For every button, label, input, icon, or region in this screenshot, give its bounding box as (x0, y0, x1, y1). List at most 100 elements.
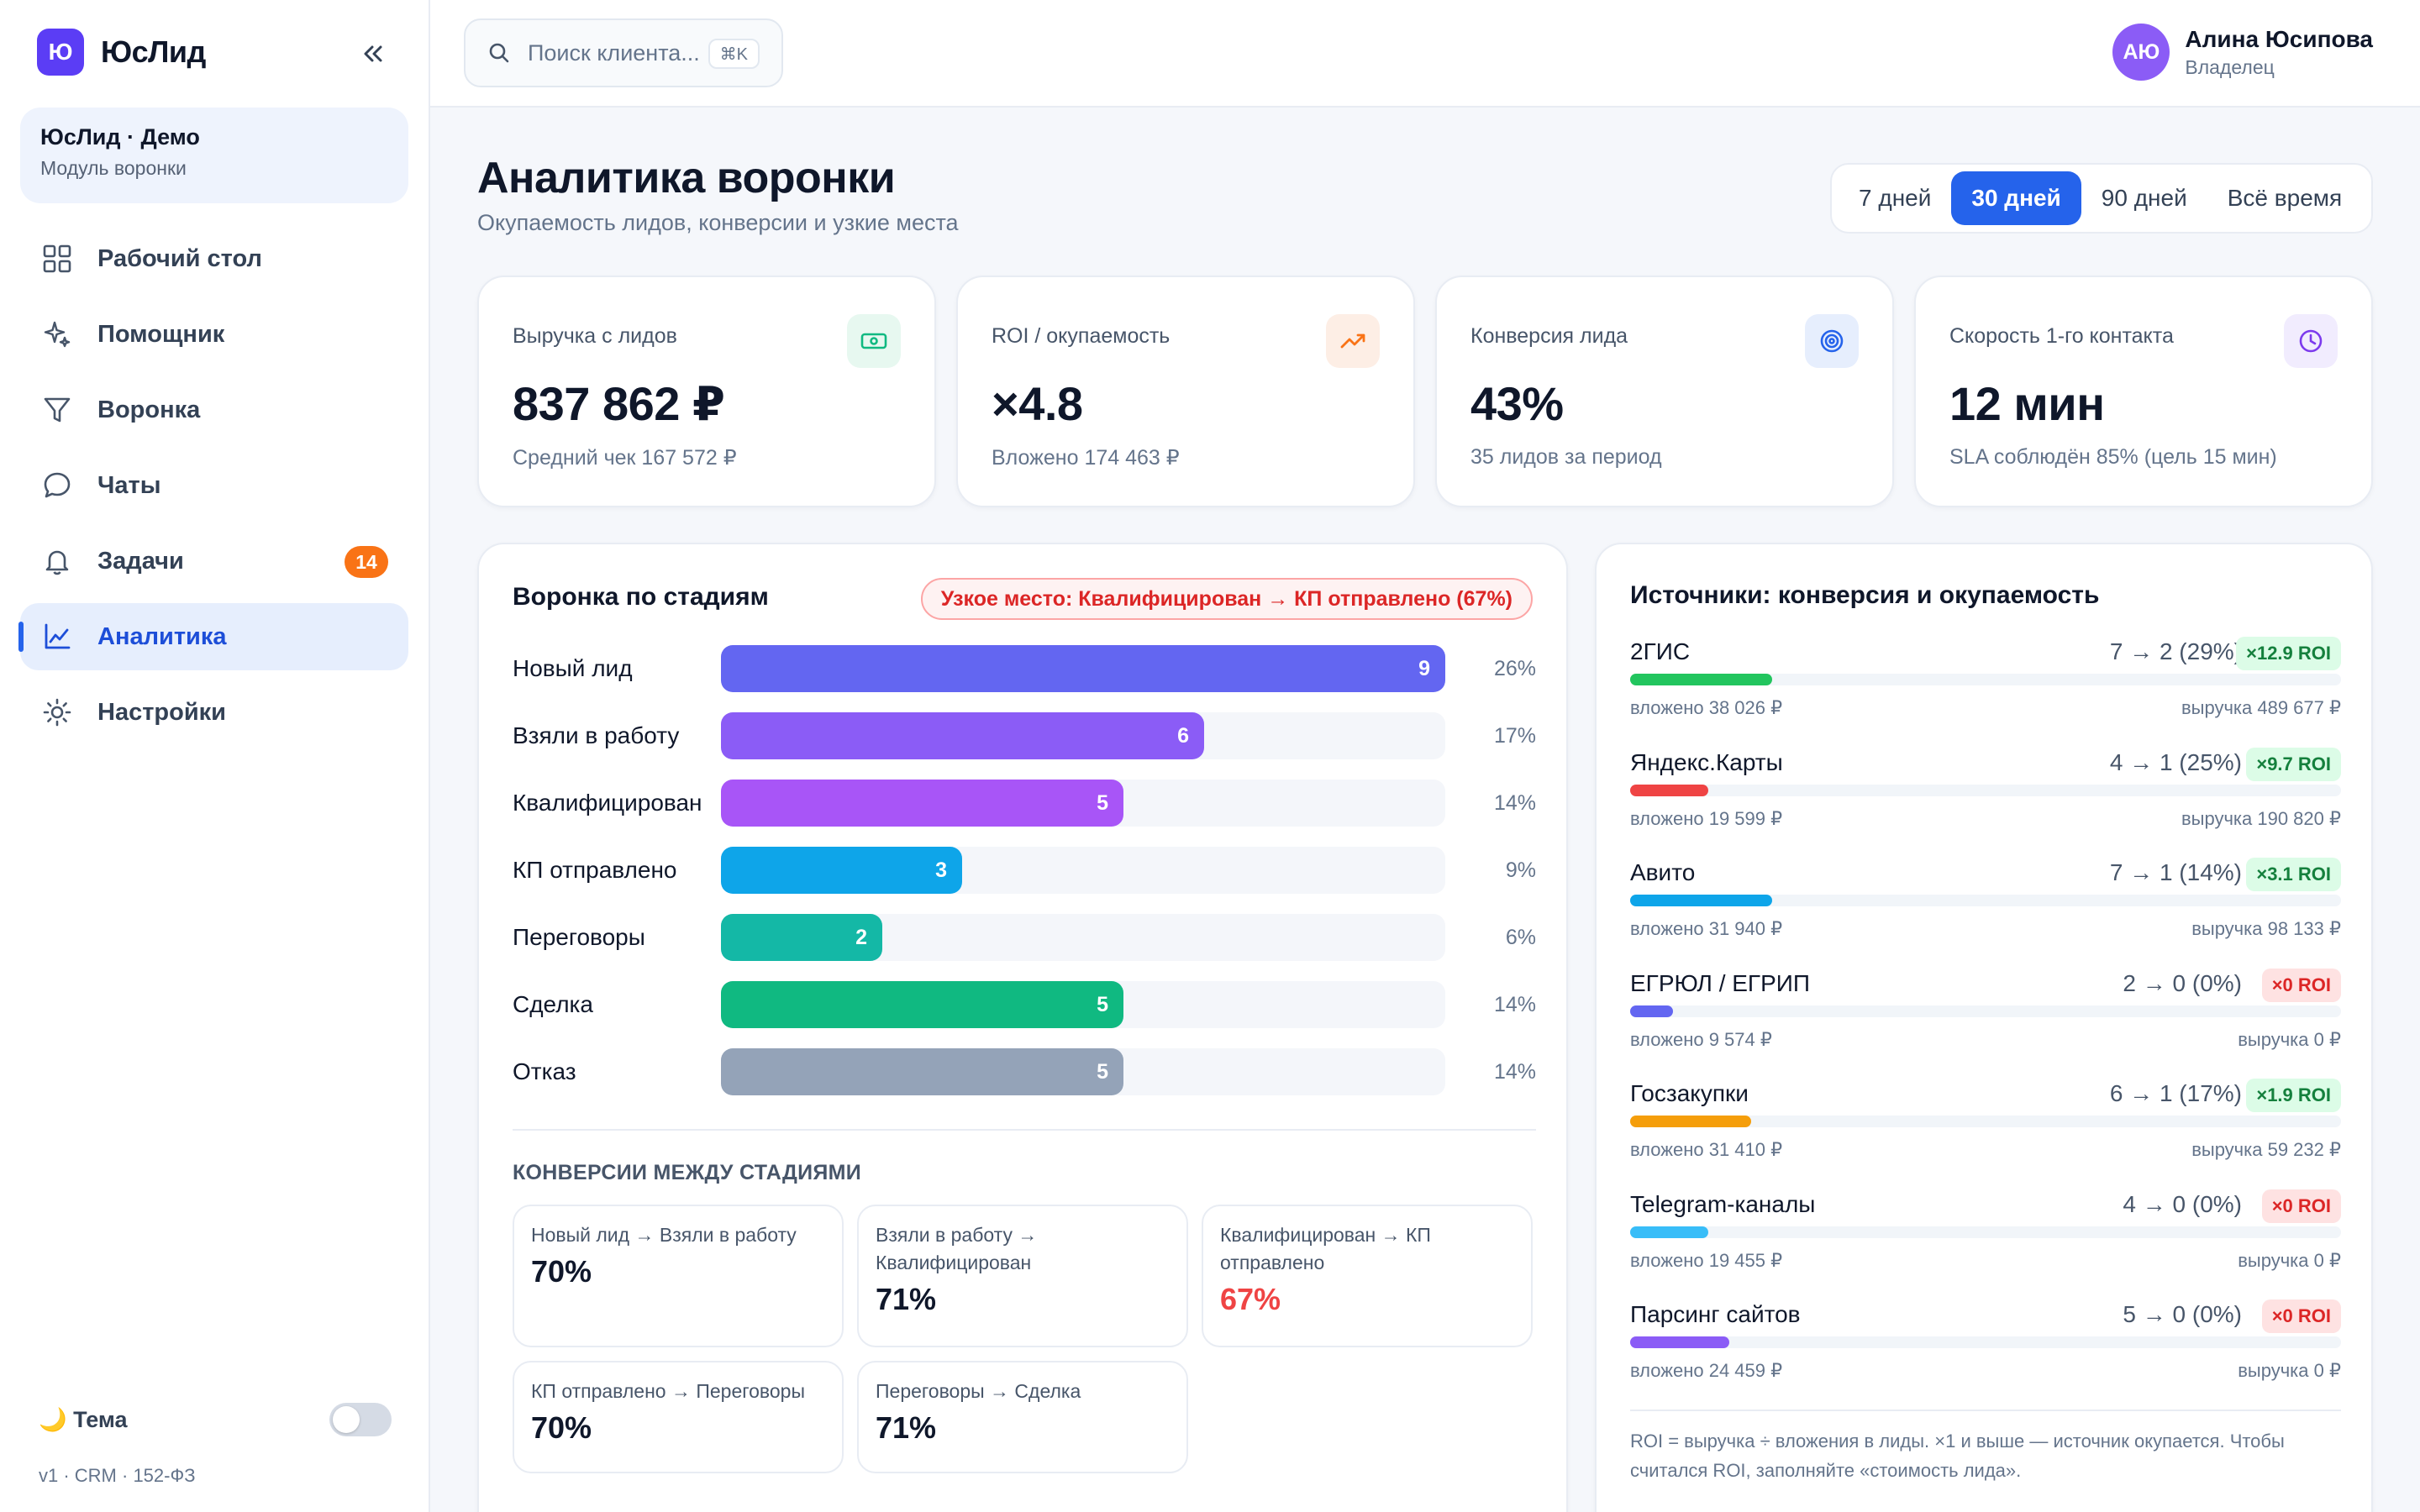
stage-name: КП отправлено (513, 857, 677, 883)
workspace-name: ЮсЛид · Демо (40, 124, 200, 150)
conversion-label: Взяли в работу → Квалифицирован (876, 1224, 1038, 1273)
sidebar-item-label: Чаты (97, 471, 161, 499)
sidebar: Ю ЮсЛид ЮсЛид · Демо Модуль воронки Рабо… (0, 0, 430, 1512)
bottleneck-badge: Узкое место: Квалифицирован → КП отправл… (920, 578, 1533, 620)
stage-name: Переговоры (513, 924, 645, 950)
kpi-subtext: Вложено 174 463 ₽ (992, 446, 1180, 470)
stage-bar-track: 5 (721, 780, 1445, 827)
kpi-card-conversion: Конверсия лида 43% 35 лидов за период (1435, 276, 1894, 507)
conversion-value: 67% (1220, 1282, 1281, 1316)
source-revenue: выручка 0 ₽ (2238, 1249, 2341, 1271)
sidebar-item-funnel[interactable]: Воронка (20, 376, 408, 444)
brand-logo: Ю (37, 29, 84, 76)
divider (513, 1129, 1536, 1131)
sidebar-item-assistant[interactable]: Помощник (20, 301, 408, 368)
funnel-stage-row[interactable]: Взяли в работу 6 17% (513, 712, 1536, 759)
sidebar-item-chats[interactable]: Чаты (20, 452, 408, 519)
kpi-label: ROI / окупаемость (992, 324, 1171, 348)
sidebar-item-settings[interactable]: Настройки (20, 679, 408, 746)
period-30-days-button[interactable]: 30 дней (1951, 171, 2081, 225)
sidebar-item-dashboard[interactable]: Рабочий стол (20, 225, 408, 292)
source-revenue: выручка 489 677 ₽ (2181, 697, 2341, 718)
conversion-label: Квалифицирован → КП отправлено (1220, 1224, 1431, 1273)
source-revenue: выручка 0 ₽ (2238, 1028, 2341, 1050)
page-subtitle: Окупаемость лидов, конверсии и узкие мес… (477, 210, 959, 235)
funnel-stage-row[interactable]: Отказ 5 14% (513, 1048, 1536, 1095)
source-invested: вложено 24 459 ₽ (1630, 1360, 1783, 1381)
source-bar-track (1630, 1336, 2341, 1348)
period-90-days-button[interactable]: 90 дней (2101, 185, 2187, 211)
source-invested: вложено 9 574 ₽ (1630, 1028, 1772, 1050)
funnel-title: Воронка по стадиям (513, 583, 769, 611)
search-icon (489, 43, 509, 63)
source-bar-track (1630, 1005, 2341, 1017)
source-row[interactable]: 2ГИС 7 → 2 (29%) ×12.9 ROI вложено 38 026 ₽… (1630, 637, 2341, 739)
source-row[interactable]: Авито 7 → 1 (14%) ×3.1 ROI вложено 31 940 ₽… (1630, 858, 2341, 960)
source-bar (1630, 1116, 1751, 1127)
kpi-subtext: 35 лидов за период (1470, 445, 1662, 469)
avatar: АЮ (2112, 24, 2170, 81)
source-row[interactable]: Парсинг сайтов 5 → 0 (0%) ×0 ROI вложено 24… (1630, 1299, 2341, 1402)
roi-badge: ×0 ROI (2261, 968, 2341, 1002)
conversion-card: Квалифицирован → КП отправлено 67% (1202, 1205, 1533, 1347)
stage-name: Сделка (513, 991, 593, 1017)
source-row[interactable]: Госзакупки 6 → 1 (17%) ×1.9 ROI вложено 31 … (1630, 1079, 2341, 1181)
theme-toggle[interactable] (329, 1403, 392, 1436)
sun-gear-icon (40, 696, 74, 729)
period-selector: 7 дней 30 дней 90 дней Всё время (1830, 163, 2373, 234)
stage-bar-track: 3 (721, 847, 1445, 894)
source-bar (1630, 1336, 1729, 1348)
stage-percent: 14% (1493, 1060, 1536, 1084)
source-row[interactable]: ЕГРЮЛ / ЕГРИП 2 → 0 (0%) ×0 ROI вложено 9 5… (1630, 968, 2341, 1071)
conversions-heading: КОНВЕРСИИ МЕЖДУ СТАДИЯМИ (513, 1161, 862, 1184)
stage-bar-track: 6 (721, 712, 1445, 759)
source-conversion: 6 → 1 (17%) (2109, 1080, 2242, 1106)
funnel-stage-row[interactable]: КП отправлено 3 9% (513, 847, 1536, 894)
conversion-card: Переговоры → Сделка 71% (857, 1361, 1188, 1473)
user-menu[interactable]: АЮ Алина Юсипова Владелец (2112, 24, 2373, 81)
source-name: 2ГИС (1630, 638, 1691, 664)
period-7-days-button[interactable]: 7 дней (1859, 185, 1932, 211)
target-icon (1805, 314, 1859, 368)
funnel-stage-row[interactable]: Переговоры 2 6% (513, 914, 1536, 961)
sidebar-item-analytics[interactable]: Аналитика (18, 603, 408, 670)
conversion-value: 70% (531, 1254, 592, 1289)
funnel-stage-row[interactable]: Новый лид 9 26% (513, 645, 1536, 692)
search-shortcut: ⌘K (708, 39, 760, 69)
divider (1630, 1410, 2341, 1411)
funnel-stage-row[interactable]: Квалифицирован 5 14% (513, 780, 1536, 827)
bell-icon (40, 544, 74, 578)
roi-badge: ×9.7 ROI (2246, 747, 2341, 781)
stage-percent: 14% (1493, 993, 1536, 1016)
stage-bar: 9 (721, 645, 1445, 692)
kpi-subtext: SLA соблюдён 85% (цель 15 мин) (1949, 445, 2277, 469)
source-revenue: выручка 59 232 ₽ (2191, 1139, 2341, 1160)
source-conversion: 7 → 1 (14%) (2109, 859, 2242, 885)
clock-icon (2284, 314, 2338, 368)
sidebar-item-label: Аналитика (97, 622, 227, 650)
collapse-sidebar-button[interactable] (353, 35, 393, 72)
stage-percent: 6% (1505, 926, 1536, 949)
brand[interactable]: Ю ЮсЛид (37, 29, 206, 76)
stage-bar-track: 5 (721, 981, 1445, 1028)
stage-percent: 14% (1493, 791, 1536, 815)
funnel-stage-row[interactable]: Сделка 5 14% (513, 981, 1536, 1028)
sidebar-item-tasks[interactable]: Задачи 14 (20, 528, 408, 595)
period-all-time-button[interactable]: Всё время (2227, 185, 2343, 211)
stage-name: Квалифицирован (513, 790, 702, 816)
search-placeholder: Поиск клиента... (528, 39, 700, 66)
workspace-module: Модуль воронки (40, 157, 187, 179)
stage-bar: 3 (721, 847, 962, 894)
source-name: Яндекс.Карты (1630, 748, 1783, 775)
search-input[interactable]: Поиск клиента... ⌘K (464, 18, 783, 87)
topbar: Поиск клиента... ⌘K АЮ Алина Юсипова Вла… (430, 0, 2420, 108)
stage-percent: 9% (1505, 858, 1536, 882)
source-row[interactable]: Яндекс.Карты 4 → 1 (25%) ×9.7 ROI вложено 1… (1630, 747, 2341, 850)
theme-row: 🌙 Тема (39, 1398, 392, 1441)
workspace-switcher[interactable]: ЮсЛид · Демо Модуль воронки (20, 108, 408, 203)
roi-badge: ×0 ROI (2261, 1299, 2341, 1333)
source-row[interactable]: Telegram-каналы 4 → 0 (0%) ×0 ROI вложено 1… (1630, 1189, 2341, 1292)
dashboard-grid-icon (40, 242, 74, 276)
stage-name: Отказ (513, 1058, 576, 1084)
source-bar (1630, 674, 1772, 685)
